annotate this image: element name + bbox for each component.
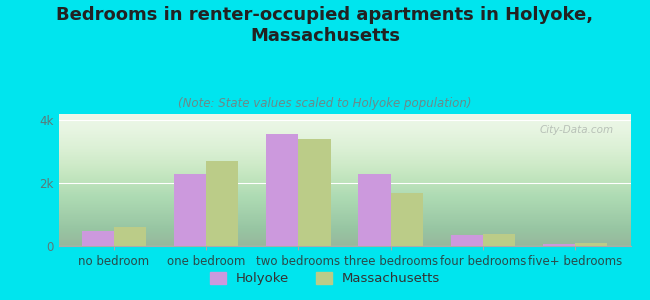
Bar xyxy=(266,134,298,246)
Text: City-Data.com: City-Data.com xyxy=(540,124,614,135)
Bar xyxy=(298,139,331,246)
Bar xyxy=(391,193,423,246)
Legend: Holyoke, Massachusetts: Holyoke, Massachusetts xyxy=(204,266,446,290)
Text: (Note: State values scaled to Holyoke population): (Note: State values scaled to Holyoke po… xyxy=(178,98,472,110)
Bar xyxy=(483,234,515,246)
Bar xyxy=(81,231,114,246)
Bar xyxy=(114,227,146,246)
Bar xyxy=(206,161,239,246)
Bar xyxy=(450,235,483,246)
Bar xyxy=(575,242,608,246)
Text: Bedrooms in renter-occupied apartments in Holyoke,
Massachusetts: Bedrooms in renter-occupied apartments i… xyxy=(57,6,593,45)
Bar xyxy=(174,174,206,246)
Bar xyxy=(358,174,391,246)
Bar xyxy=(543,244,575,246)
